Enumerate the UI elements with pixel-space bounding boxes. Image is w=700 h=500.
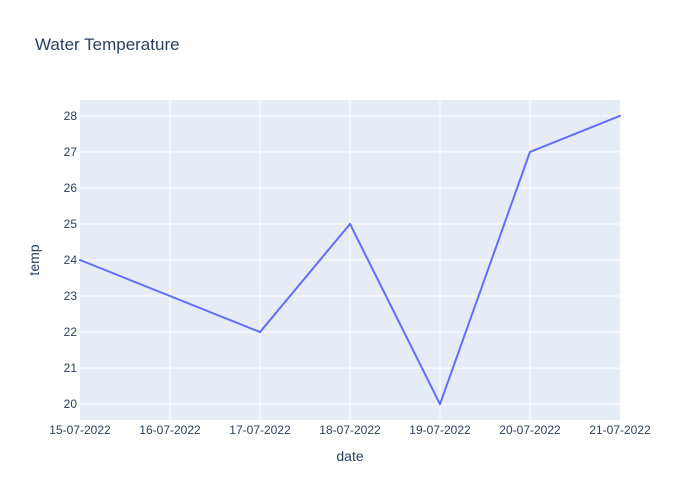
series-layer bbox=[79, 114, 621, 406]
chart-title: Water Temperature bbox=[35, 35, 180, 54]
y-axis-title: temp bbox=[26, 244, 42, 275]
gridlines bbox=[80, 100, 620, 420]
x-tick-labels: 15-07-2022 16-07-2022 17-07-2022 18-07-2022… bbox=[49, 423, 651, 437]
y-tick-label: 27 bbox=[64, 145, 78, 159]
data-point bbox=[79, 259, 81, 261]
y-tick-label: 25 bbox=[64, 217, 78, 231]
y-tick-label: 26 bbox=[64, 181, 78, 195]
x-tick-label: 16-07-2022 bbox=[139, 423, 201, 437]
data-point bbox=[529, 150, 531, 153]
y-tick-label: 24 bbox=[64, 253, 78, 267]
y-tick-label: 28 bbox=[64, 109, 78, 123]
x-tick-label: 15-07-2022 bbox=[49, 423, 111, 437]
data-point bbox=[439, 403, 441, 406]
y-tick-label: 20 bbox=[64, 397, 78, 411]
x-tick-label: 17-07-2022 bbox=[229, 423, 291, 437]
x-axis-title: date bbox=[336, 448, 363, 464]
x-tick-label: 21-07-2022 bbox=[589, 423, 651, 437]
y-tick-labels: 20 21 22 23 24 25 26 27 28 bbox=[64, 109, 78, 411]
data-point bbox=[349, 222, 351, 225]
data-point bbox=[259, 331, 261, 334]
series-line bbox=[79, 114, 621, 406]
y-tick-label: 22 bbox=[64, 325, 78, 339]
y-tick-label: 21 bbox=[64, 361, 78, 375]
x-tick-label: 19-07-2022 bbox=[409, 423, 471, 437]
data-point bbox=[619, 114, 621, 117]
y-tick-label: 23 bbox=[64, 289, 78, 303]
x-tick-label: 20-07-2022 bbox=[499, 423, 561, 437]
x-tick-label: 18-07-2022 bbox=[319, 423, 381, 437]
